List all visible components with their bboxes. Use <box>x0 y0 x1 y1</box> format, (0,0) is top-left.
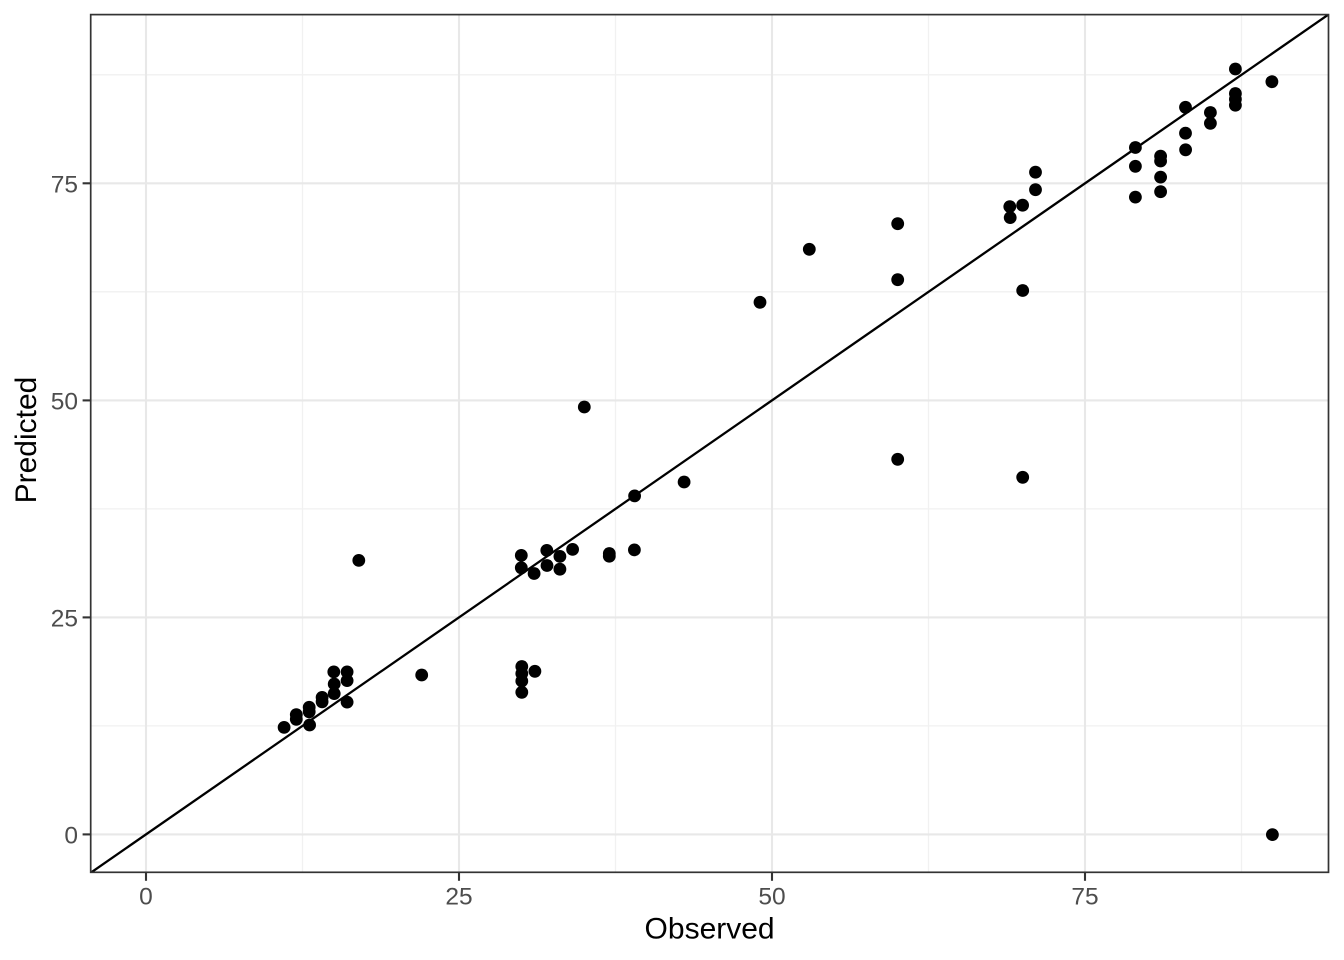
svg-text:0: 0 <box>139 884 153 911</box>
svg-text:75: 75 <box>1071 884 1098 911</box>
svg-text:25: 25 <box>51 605 78 632</box>
svg-text:Predicted: Predicted <box>10 377 43 504</box>
svg-text:50: 50 <box>51 388 78 415</box>
svg-text:75: 75 <box>51 171 78 198</box>
svg-text:0: 0 <box>64 822 78 849</box>
svg-text:25: 25 <box>445 884 472 911</box>
svg-text:50: 50 <box>758 884 785 911</box>
svg-text:Observed: Observed <box>645 913 775 946</box>
